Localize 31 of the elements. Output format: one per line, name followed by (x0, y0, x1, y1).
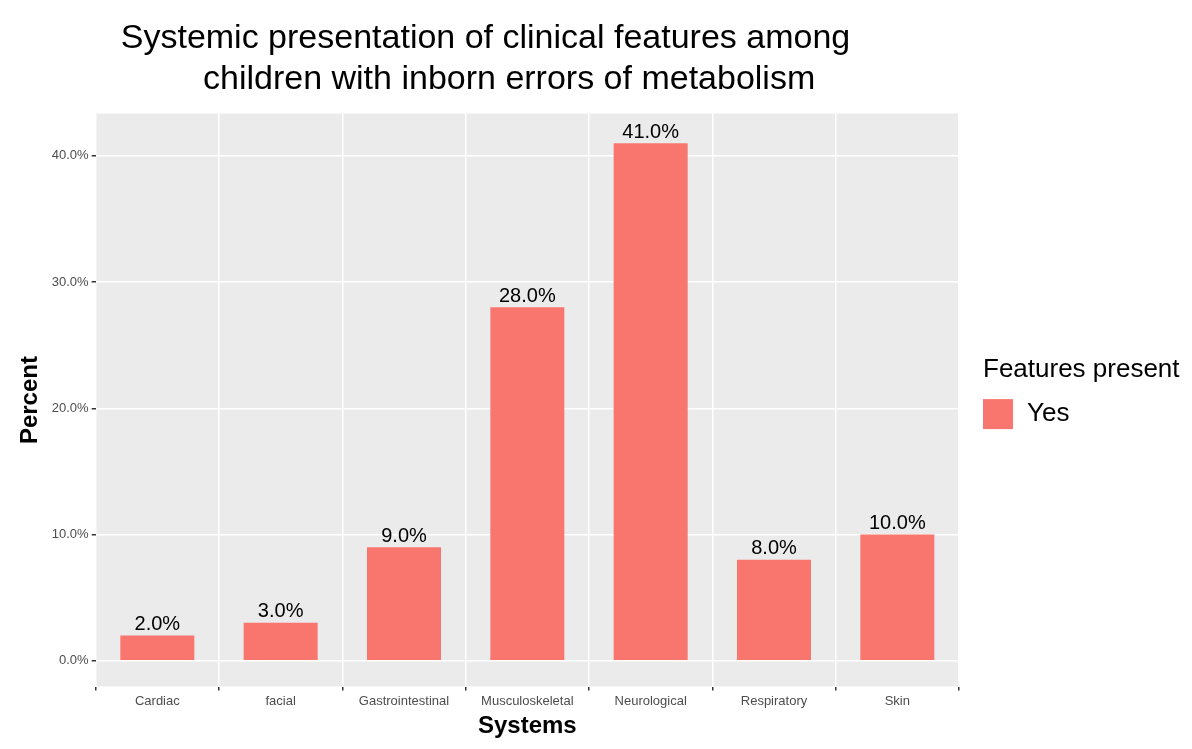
bar (367, 547, 441, 660)
x-tick-label: facial (265, 692, 296, 708)
bar (613, 143, 688, 660)
x-tick-label: Cardiac (134, 692, 181, 708)
bar (737, 559, 811, 660)
x-tick-label: Skin (884, 692, 910, 708)
data-label: 28.0% (498, 283, 556, 306)
x-axis-title: Systems (477, 711, 577, 739)
data-label: 2.0% (134, 612, 181, 634)
x-tick-label: Neurological (614, 692, 687, 708)
bar (243, 622, 318, 660)
legend-title: Features present (983, 353, 1181, 384)
x-tick-label: Respiratory (740, 692, 808, 708)
bar (860, 534, 935, 660)
x-tick-label: Musculoskeletal (481, 692, 574, 708)
data-label: 9.0% (381, 523, 427, 546)
y-tick-label: 20.0% (51, 399, 90, 415)
data-label: 8.0% (751, 536, 797, 559)
chart-title: Systemic presentation of clinical features among children with inborn errors of metabolism (120, 16, 851, 96)
bar (120, 635, 195, 660)
data-label: 41.0% (622, 119, 680, 142)
y-tick-label: 30.0% (51, 273, 90, 289)
data-label: 3.0% (257, 599, 304, 622)
x-tick-label: Gastrointestinal (358, 692, 450, 708)
bar (490, 307, 565, 660)
y-tick-label: 0.0% (59, 652, 90, 668)
legend-label: Yes (1027, 397, 1070, 428)
y-axis-title: Percent (15, 356, 43, 445)
y-tick-label: 10.0% (51, 526, 90, 542)
data-label: 10.0% (868, 511, 926, 534)
y-tick-label: 40.0% (51, 147, 90, 163)
